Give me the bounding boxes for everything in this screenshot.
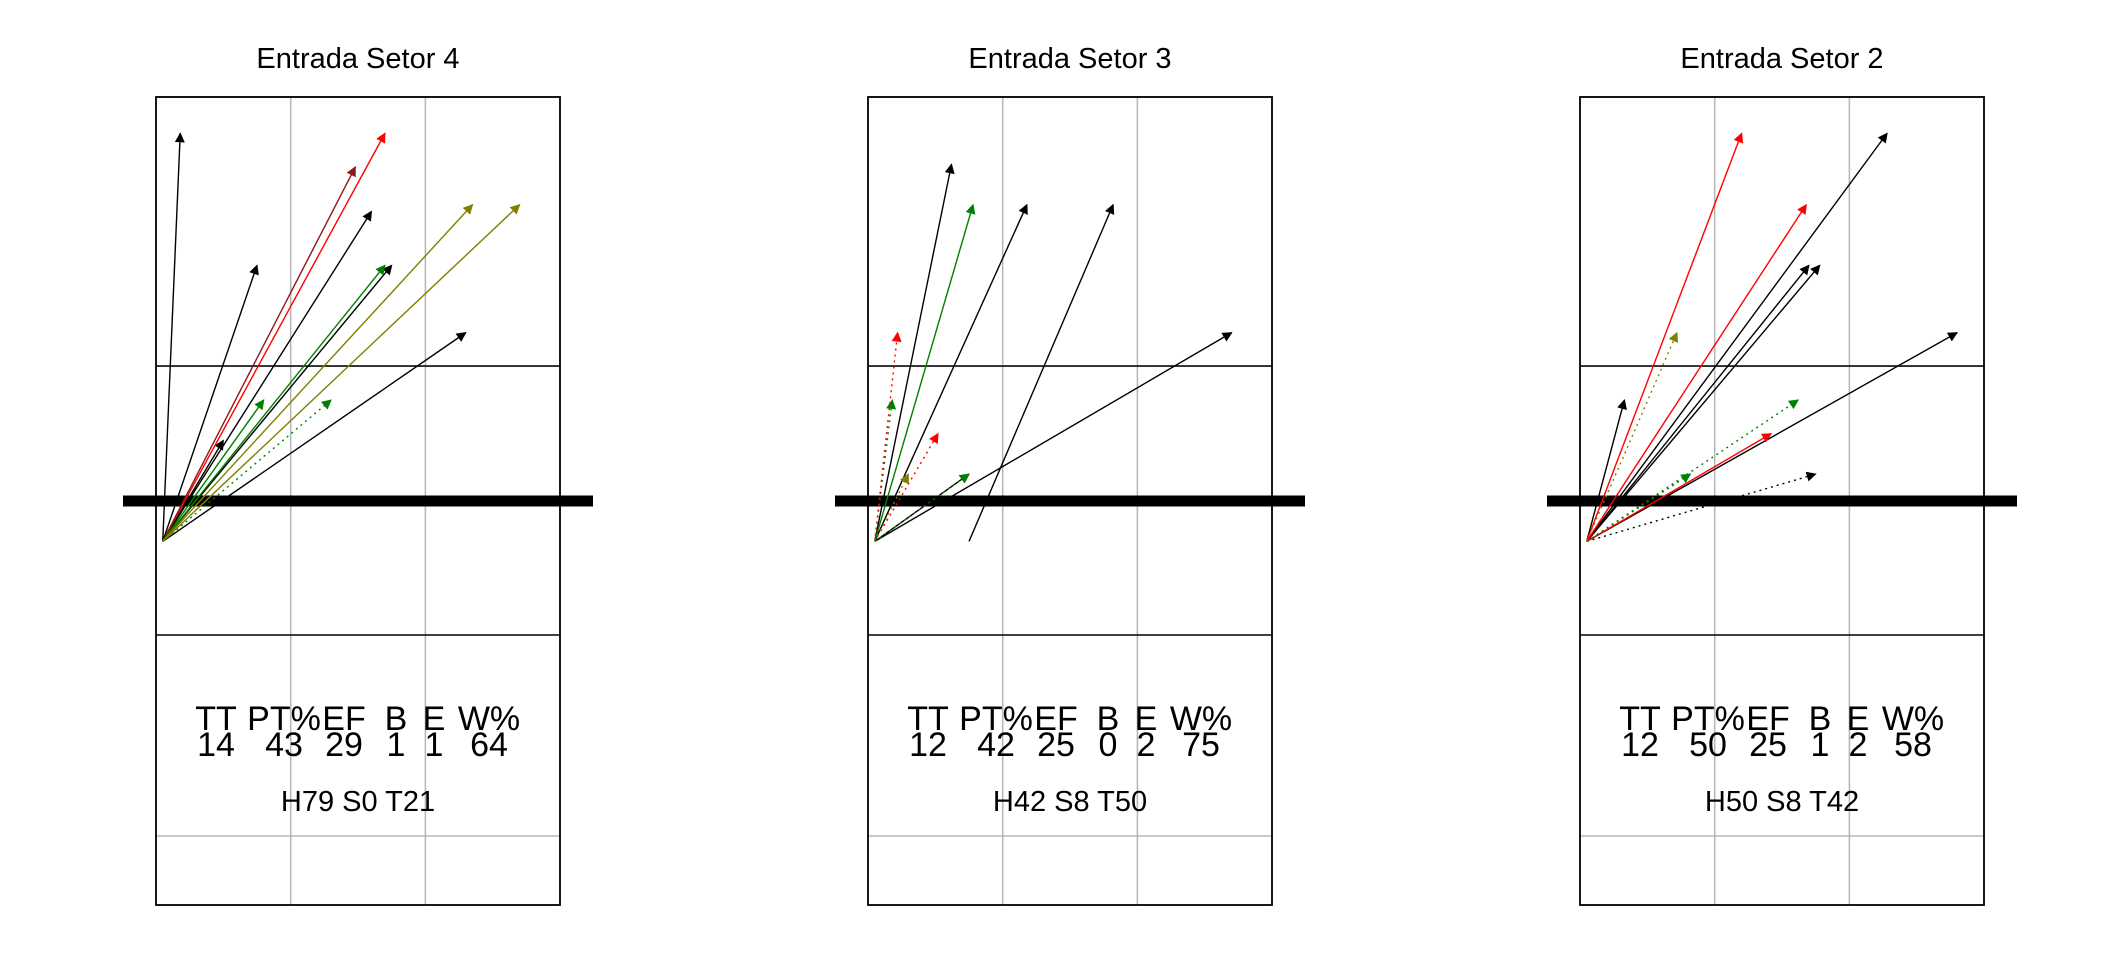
summary-text: H42 S8 T50 (993, 786, 1147, 818)
attack-arrow (874, 163, 955, 542)
attack-arrow (1586, 203, 1807, 542)
stat-header: E (423, 700, 446, 738)
panel-title: Entrada Setor 2 (1680, 43, 1883, 75)
attack-arrow (874, 432, 939, 542)
stat-header: PT% (1671, 700, 1745, 738)
stat-header: B (385, 700, 408, 738)
attack-arrow (1586, 331, 1679, 542)
stat-value: 75 (1182, 726, 1220, 764)
stat-header: EF (322, 700, 365, 738)
stat-header: E (1135, 700, 1158, 738)
stat-value: 1 (1811, 726, 1830, 764)
stat-header: B (1097, 700, 1120, 738)
attack-arrow (874, 331, 902, 542)
attack-arrow (162, 203, 521, 542)
summary-text: H79 S0 T21 (281, 786, 435, 818)
stat-value: 64 (470, 726, 508, 764)
attack-arrow (1586, 264, 1810, 542)
stat-header: PT% (247, 700, 321, 738)
attack-arrow (1586, 264, 1821, 542)
stat-header: TT (907, 700, 949, 738)
stat-header: TT (1619, 700, 1661, 738)
stat-value: 25 (1037, 726, 1075, 764)
stat-value: 58 (1894, 726, 1932, 764)
stat-value: 1 (387, 726, 406, 764)
attack-arrow (1586, 471, 1817, 543)
attack-arrow (162, 399, 265, 542)
attack-arrow (1586, 132, 1888, 542)
attack-arrow (162, 132, 185, 542)
stat-value: 43 (265, 726, 303, 764)
attack-arrow (1586, 132, 1744, 542)
stat-value: 0 (1099, 726, 1118, 764)
attack-arrow (1586, 473, 1692, 542)
stat-value: 29 (325, 726, 363, 764)
attack-arrow (968, 203, 1115, 542)
attack-arrow (1586, 332, 1959, 543)
attack-arrow (874, 473, 970, 542)
attack-arrow (874, 203, 976, 542)
attack-arrow (162, 264, 386, 542)
stat-header: TT (195, 700, 237, 738)
attack-arrow (162, 332, 467, 542)
attack-arrow (162, 166, 356, 542)
stat-value: 1 (425, 726, 444, 764)
attack-arrow (162, 132, 386, 542)
attack-arrow (1586, 399, 1627, 542)
stat-header: E (1847, 700, 1870, 738)
stat-header: W% (1882, 700, 1944, 738)
stat-value: 12 (1621, 726, 1659, 764)
attack-arrow (162, 264, 259, 542)
stat-value: 14 (197, 726, 235, 764)
stat-value: 12 (909, 726, 947, 764)
summary-text: H50 S8 T42 (1705, 786, 1859, 818)
stat-header: PT% (959, 700, 1033, 738)
stat-header: W% (1170, 700, 1232, 738)
attack-arrow (1586, 433, 1773, 543)
stat-value: 2 (1137, 726, 1156, 764)
panel-title: Entrada Setor 4 (256, 43, 459, 75)
stat-value: 25 (1749, 726, 1787, 764)
stat-header: EF (1746, 700, 1789, 738)
attack-arrow (162, 439, 224, 542)
stat-value: 2 (1849, 726, 1868, 764)
attack-arrow (874, 473, 970, 542)
attack-arrow (874, 203, 1028, 542)
panel-title: Entrada Setor 3 (968, 43, 1171, 75)
attack-arrow (162, 203, 474, 542)
attack-arrow (162, 399, 332, 542)
stat-value: 42 (977, 726, 1015, 764)
attack-arrow (162, 264, 393, 542)
stat-header: B (1809, 700, 1832, 738)
attack-arrow (874, 332, 1233, 543)
stat-header: EF (1034, 700, 1077, 738)
stat-value: 50 (1689, 726, 1727, 764)
stat-header: W% (458, 700, 520, 738)
attack-arrow (874, 473, 910, 542)
attack-arrow (162, 210, 373, 542)
